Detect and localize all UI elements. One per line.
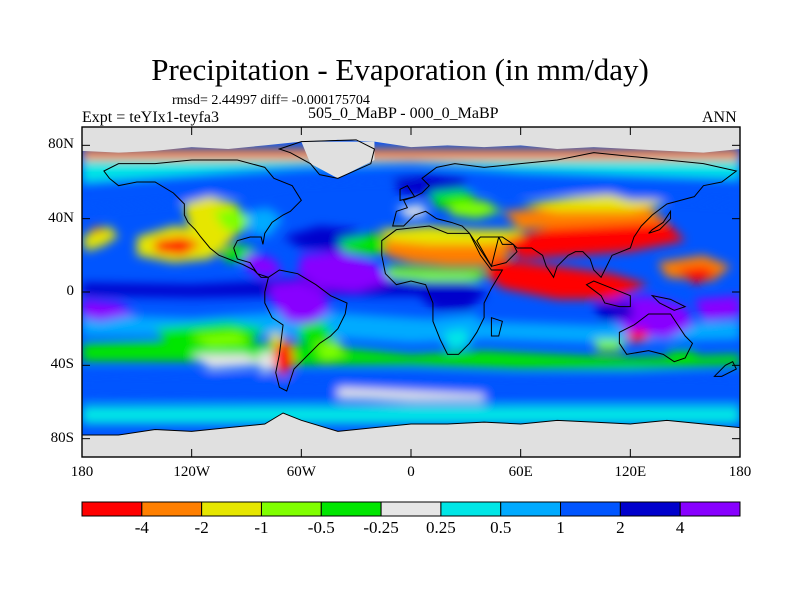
field-patch [82, 299, 137, 322]
colorbar-swatch [619, 501, 681, 517]
colorbar-swatch [260, 501, 322, 517]
field-patch [502, 215, 686, 259]
field-patch [484, 259, 649, 300]
field-patch [626, 328, 649, 344]
field-patch [257, 350, 276, 373]
colorbar-swatch [679, 501, 741, 517]
colorbar-label: 2 [616, 518, 625, 537]
y-tick-label: 40N [48, 209, 74, 226]
field-patch [297, 251, 393, 292]
field-patch [378, 226, 525, 245]
colorbar-swatch [440, 501, 502, 517]
y-tick-label: 0 [66, 283, 75, 299]
coastline-segment [381, 225, 504, 355]
coastline-segment [277, 139, 376, 179]
field-layer [82, 149, 740, 424]
colorbar-label: 0.5 [490, 518, 512, 537]
coastline-segment [392, 152, 738, 279]
colorbar-label: 1 [556, 518, 565, 537]
y-tick-label: 80N [48, 136, 74, 153]
coastline-segment [648, 209, 672, 234]
x-tick-label: 120E [614, 464, 647, 480]
field-patch [593, 185, 704, 201]
field-patch [268, 281, 331, 325]
coastline-segment [264, 269, 348, 392]
x-tick-label: 180 [728, 464, 752, 480]
coastline-segment [585, 280, 631, 308]
coastline-segment [399, 185, 416, 201]
field-patch [272, 339, 295, 377]
season-label: ANN [702, 109, 737, 126]
colorbar-swatch [81, 501, 143, 517]
arctic-missing-area [82, 127, 740, 153]
x-tick-label: 0 [407, 464, 415, 480]
field-patch [297, 321, 335, 347]
colorbar-swatch [141, 501, 203, 517]
field-patch [593, 303, 634, 322]
x-tick-label: 180 [70, 464, 94, 480]
case-label: 505_0_MaBP - 000_0_MaBP [308, 105, 499, 122]
field-patch [396, 204, 430, 219]
field-patch [337, 387, 485, 402]
colorbar-label: -0.5 [307, 518, 335, 537]
colorbar-swatch [320, 501, 382, 517]
y-tick-label: 40S [50, 356, 74, 373]
colorbar-swatch [560, 501, 621, 517]
field-patch [268, 332, 284, 347]
field-patch [420, 281, 485, 311]
field-patch [82, 160, 740, 182]
x-tick-label: 60W [286, 464, 316, 480]
colorbar [81, 501, 741, 517]
coastline-segment [618, 313, 694, 363]
greenland-missing-area [301, 141, 375, 179]
field-patch [593, 339, 624, 351]
field-patch [82, 372, 740, 402]
field-patch [82, 405, 740, 424]
field-patch [155, 237, 201, 256]
colorbar-label: -1 [254, 518, 269, 537]
field-patch [191, 332, 251, 347]
colorbar-label: -0.25 [363, 518, 399, 537]
x-tick-label: 120W [173, 464, 210, 480]
colorbar-swatch [380, 501, 442, 517]
field-patch [447, 200, 503, 219]
colorbar-label: -4 [134, 518, 149, 537]
field-patch [82, 174, 740, 210]
axis-ticks [81, 127, 741, 457]
field-patch [213, 207, 251, 234]
field-patch [443, 328, 470, 351]
field-patch [242, 251, 284, 278]
coastline-layer [82, 139, 740, 436]
field-patch [383, 266, 485, 281]
colorbar-swatch [500, 501, 562, 517]
colorbar-label: -2 [194, 518, 209, 537]
coastline-segment [650, 294, 687, 311]
field-patch [315, 339, 346, 362]
field-patch [676, 266, 719, 285]
missing-data-layer [82, 127, 740, 457]
antarctic-missing-area [82, 413, 740, 457]
coastline-segment [103, 159, 302, 278]
x-tick-label: 60E [508, 464, 533, 480]
field-patch [694, 295, 740, 322]
field-patch [191, 354, 265, 369]
colorbar-swatch [201, 501, 262, 517]
coastline-segment [490, 316, 503, 337]
field-patch [82, 229, 108, 252]
field-patch [246, 207, 284, 237]
coastline-segment [476, 236, 518, 267]
colorbar-label: 0.25 [426, 518, 456, 537]
coastline-segment [82, 412, 740, 436]
stats-line: rmsd= 2.44997 diff= -0.000175704 [172, 93, 370, 108]
chart-title: Precipitation - Evaporation (in mm/day) [151, 52, 649, 87]
y-tick-label: 80S [50, 429, 74, 446]
colorbar-label: 4 [675, 518, 685, 537]
experiment-label: Expt = teYIx1-teyfa3 [82, 109, 219, 126]
